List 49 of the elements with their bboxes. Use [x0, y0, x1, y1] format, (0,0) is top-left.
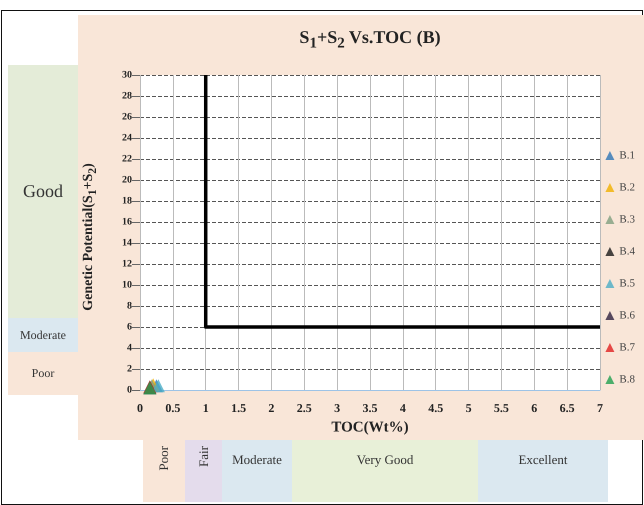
- text: Very Good: [356, 452, 414, 468]
- x-tick-label: 6.5: [560, 401, 575, 415]
- x-tick-label: 7: [597, 401, 603, 415]
- x-tick-label: 6: [531, 401, 538, 415]
- y-tick-label: 30: [122, 70, 132, 80]
- y-tick-label: 8: [127, 300, 132, 312]
- text: Moderate: [232, 452, 282, 468]
- y-tick-label: 20: [122, 174, 132, 186]
- text: Fair: [196, 446, 212, 467]
- x-axis-title: TOC(Wt%): [331, 420, 409, 436]
- legend-label: B.8: [619, 374, 636, 386]
- legend-label: B.6: [619, 310, 636, 322]
- legend-label: B.3: [619, 214, 636, 226]
- legend-label: B.7: [619, 342, 636, 354]
- y-tick-label: 2: [127, 364, 132, 374]
- x-tick-label: 0.5: [165, 401, 180, 415]
- text: Moderate: [20, 328, 66, 342]
- x-tick-label: 3.5: [362, 401, 378, 415]
- y-tick-label: 26: [122, 112, 132, 122]
- y-tick-label: 16: [122, 216, 132, 228]
- y-tick-label: 6: [127, 322, 132, 332]
- y-tick-label: 4: [127, 342, 132, 354]
- y-tick-label: 0: [127, 384, 132, 396]
- y-tick-label: 22: [122, 154, 132, 164]
- y-tick-label: 24: [122, 132, 132, 144]
- text: Poor: [32, 366, 54, 381]
- y-tick-label: 10: [122, 280, 132, 290]
- legend-label: B.4: [619, 246, 636, 258]
- legend-label: B.2: [619, 182, 636, 194]
- chart-title: S$_{1}$+S$_{2}$ Vs.TOC (B): [298, 27, 442, 53]
- x-tick-label: 4: [400, 401, 406, 415]
- x-tick-label: 1: [202, 401, 209, 415]
- y-tick-label: 12: [122, 258, 132, 270]
- text: Excellent: [518, 452, 568, 468]
- text: Good: [23, 181, 63, 202]
- y-tick-label: 18: [122, 196, 132, 206]
- x-tick-label: 3: [334, 401, 340, 415]
- x-tick-label: 2.5: [296, 401, 312, 415]
- legend-label: B.1: [619, 150, 636, 162]
- text: Poor: [156, 446, 172, 471]
- legend-label: B.5: [619, 278, 636, 290]
- x-tick-label: 4.5: [428, 401, 444, 415]
- y-tick-label: 14: [122, 238, 132, 248]
- x-tick-label: 1.5: [231, 401, 246, 415]
- x-tick-label: 2: [268, 401, 274, 415]
- x-tick-label: 5.5: [494, 401, 509, 415]
- y-tick-label: 28: [122, 90, 132, 102]
- x-tick-label: 5: [466, 401, 472, 415]
- x-tick-label: 0: [137, 401, 143, 415]
